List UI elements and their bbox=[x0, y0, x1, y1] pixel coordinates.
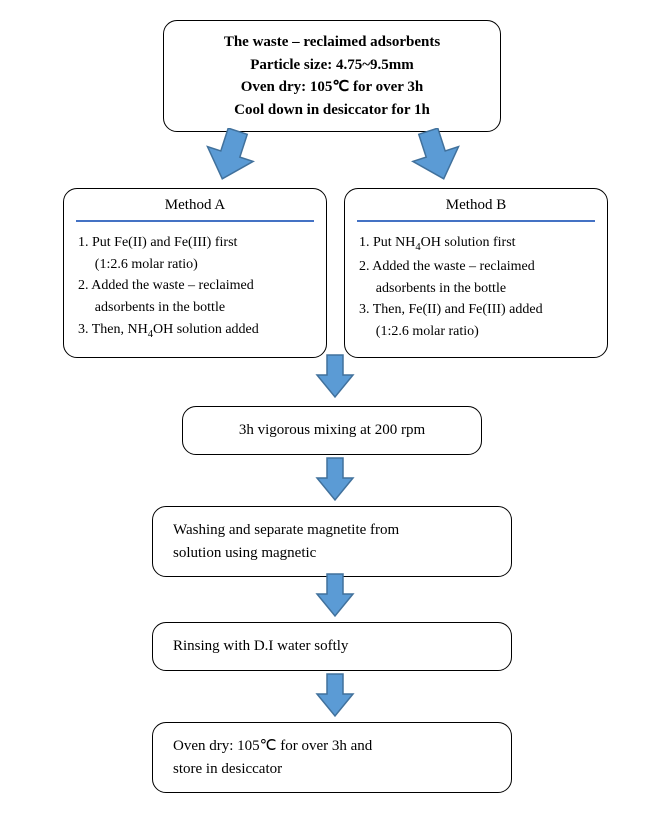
arrow-to-mixing bbox=[315, 353, 355, 399]
node-washing: Washing and separate magnetite from solu… bbox=[152, 506, 512, 577]
method-a-body: 1. Put Fe(II) and Fe(III) first (1:2.6 m… bbox=[64, 222, 326, 357]
mb-step2: 2. Added the waste – reclaimed bbox=[359, 256, 593, 278]
arrow-to-method-a bbox=[204, 128, 256, 182]
prep-line2: Particle size: 4.75~9.5mm bbox=[250, 57, 414, 73]
method-b-title: Method B bbox=[357, 189, 595, 222]
arrow-to-rinsing bbox=[315, 572, 355, 618]
arrow-to-method-b bbox=[410, 128, 462, 182]
mb-step1: 1. Put NH4OH solution first bbox=[359, 232, 593, 256]
ma-step3: 3. Then, NH4OH solution added bbox=[78, 319, 312, 343]
mb-step2-sub: adsorbents in the bottle bbox=[359, 278, 593, 300]
mb-step3: 3. Then, Fe(II) and Fe(III) added bbox=[359, 299, 593, 321]
mb-step3-sub: (1:2.6 molar ratio) bbox=[359, 321, 593, 343]
prep-line3: Oven dry: 105℃ for over 3h bbox=[241, 79, 424, 95]
ma-step2-sub: adsorbents in the bottle bbox=[78, 297, 312, 319]
ma-step1: 1. Put Fe(II) and Fe(III) first bbox=[78, 232, 312, 254]
node-mixing: 3h vigorous mixing at 200 rpm bbox=[182, 406, 482, 455]
node-preparation: The waste – reclaimed adsorbents Particl… bbox=[163, 20, 501, 132]
node-rinsing: Rinsing with D.I water softly bbox=[152, 622, 512, 671]
ma-step1-sub: (1:2.6 molar ratio) bbox=[78, 254, 312, 276]
arrow-to-washing bbox=[315, 456, 355, 502]
dry-l1: Oven dry: 105℃ for over 3h and bbox=[173, 738, 372, 754]
ma-step2: 2. Added the waste – reclaimed bbox=[78, 275, 312, 297]
method-b-body: 1. Put NH4OH solution first 2. Added the… bbox=[345, 222, 607, 357]
method-a-title: Method A bbox=[76, 189, 314, 222]
rinse-text: Rinsing with D.I water softly bbox=[173, 638, 348, 654]
dry-l2: store in desiccator bbox=[173, 761, 282, 777]
arrow-to-drying bbox=[315, 672, 355, 718]
wash-l2: solution using magnetic bbox=[173, 545, 316, 561]
prep-line4: Cool down in desiccator for 1h bbox=[234, 102, 430, 118]
node-method-a: Method A 1. Put Fe(II) and Fe(III) first… bbox=[63, 188, 327, 358]
node-drying: Oven dry: 105℃ for over 3h and store in … bbox=[152, 722, 512, 793]
node-method-b: Method B 1. Put NH4OH solution first 2. … bbox=[344, 188, 608, 358]
prep-line1: The waste – reclaimed adsorbents bbox=[224, 34, 440, 50]
wash-l1: Washing and separate magnetite from bbox=[173, 522, 399, 538]
mixing-text: 3h vigorous mixing at 200 rpm bbox=[239, 422, 425, 438]
